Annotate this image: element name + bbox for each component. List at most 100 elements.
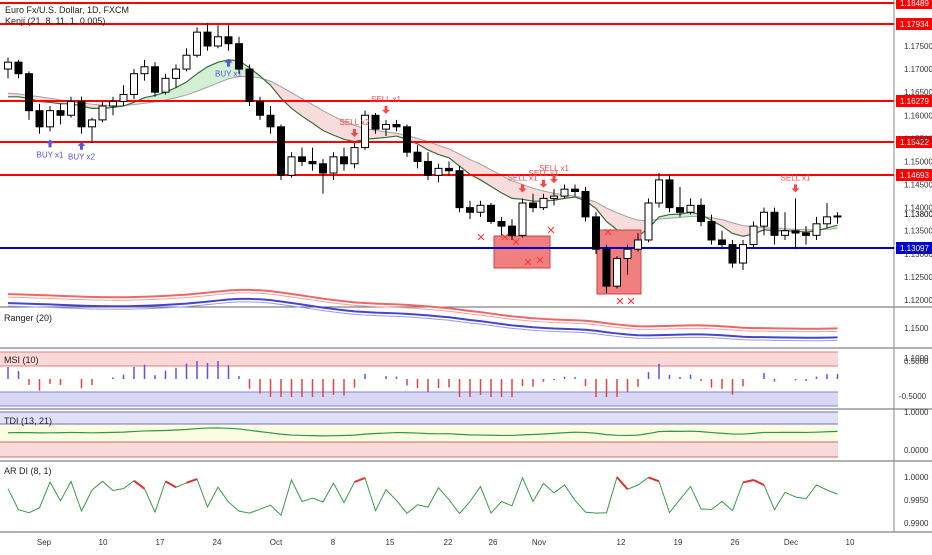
candle-body[interactable] xyxy=(445,167,453,172)
candle-body[interactable] xyxy=(823,216,831,225)
candle-body[interactable] xyxy=(277,126,285,176)
candle-body[interactable] xyxy=(25,73,33,112)
candle-body[interactable] xyxy=(539,197,548,209)
candle-body[interactable] xyxy=(676,207,684,213)
candle-body[interactable] xyxy=(287,156,296,176)
candle-body[interactable] xyxy=(718,239,726,246)
candle-body[interactable] xyxy=(308,160,317,165)
candle-body[interactable] xyxy=(487,204,495,222)
time-axis[interactable]: Sep 10 17 24 Oct 8 15 22 26 Nov 12 19 26 Dec 10 xyxy=(37,538,855,547)
candles[interactable] xyxy=(4,22,842,294)
ardi-tick: 0.9950 xyxy=(904,496,929,505)
candle-body[interactable] xyxy=(266,114,275,128)
candle-body[interactable] xyxy=(728,244,737,264)
candle-body[interactable] xyxy=(739,244,747,264)
candle-body[interactable] xyxy=(67,100,75,116)
candle-body[interactable] xyxy=(130,73,138,95)
candle-body[interactable] xyxy=(466,207,474,213)
candle-body[interactable] xyxy=(329,156,338,174)
candle-body[interactable] xyxy=(571,188,579,192)
candle-body[interactable] xyxy=(203,31,212,47)
tdi-signal-line xyxy=(7,427,838,437)
candle-body[interactable] xyxy=(98,105,107,121)
price-axis[interactable]: 1.17500 1.17000 1.16500 1.16000 1.15500 1.150… xyxy=(904,42,932,305)
candle-body[interactable] xyxy=(665,179,674,209)
tdi-pane[interactable]: TDI (13, 21) 1.0000 0.0000 xyxy=(0,408,929,458)
candle-body[interactable] xyxy=(760,211,768,227)
candle-body[interactable] xyxy=(833,215,842,218)
candle-body[interactable] xyxy=(455,170,464,209)
horizontal-levels[interactable]: 1.18489 1.17934 1.16279 1.15422 1.14693 1.130… xyxy=(0,0,932,254)
sell-signal-label: SELL x1 xyxy=(529,169,559,178)
candle-body[interactable] xyxy=(424,160,432,176)
candle-body[interactable] xyxy=(655,179,663,204)
candle-body[interactable] xyxy=(634,239,642,250)
candle-body[interactable] xyxy=(476,204,485,213)
candle-body[interactable] xyxy=(434,167,443,176)
time-axis-label: 24 xyxy=(213,538,222,547)
candle-body[interactable] xyxy=(256,100,264,116)
candle-body[interactable] xyxy=(350,147,359,165)
candle-body[interactable] xyxy=(172,68,180,79)
candle-body[interactable] xyxy=(88,119,96,128)
candle-body[interactable] xyxy=(518,202,527,236)
candle-body[interactable] xyxy=(35,110,44,128)
candle-body[interactable] xyxy=(623,248,632,259)
candle-body[interactable] xyxy=(613,257,621,287)
x-marker: ✕ xyxy=(615,296,624,308)
candle-body[interactable] xyxy=(413,151,422,162)
candle-body[interactable] xyxy=(697,204,705,222)
candle-body[interactable] xyxy=(403,126,411,153)
candle-body[interactable] xyxy=(802,232,810,236)
candle-body[interactable] xyxy=(392,124,401,128)
candle-body[interactable] xyxy=(224,36,233,45)
candle-body[interactable] xyxy=(77,100,86,128)
candle-body[interactable] xyxy=(812,223,821,236)
candle-body[interactable] xyxy=(529,202,537,209)
candle-body[interactable] xyxy=(319,163,327,174)
candle-body[interactable] xyxy=(46,110,54,128)
candle-body[interactable] xyxy=(497,220,506,227)
tdi-title: TDI (13, 21) xyxy=(4,416,52,426)
msi-pane[interactable]: MSI (10) 0.5000 -0.5000 xyxy=(0,351,929,407)
candle-body[interactable] xyxy=(508,225,516,236)
candle-body[interactable] xyxy=(371,114,380,130)
candle-body[interactable] xyxy=(382,124,390,130)
x-marker: ✕ xyxy=(546,225,555,237)
time-axis-label: 19 xyxy=(674,538,683,547)
candle-body[interactable] xyxy=(109,100,117,107)
candle-body[interactable] xyxy=(749,225,758,246)
candle-body[interactable] xyxy=(592,216,600,250)
candle-body[interactable] xyxy=(151,66,159,93)
candle-body[interactable] xyxy=(245,68,254,102)
candle-body[interactable] xyxy=(781,230,789,236)
candle-body[interactable] xyxy=(644,202,653,241)
candle-body[interactable] xyxy=(56,110,65,116)
candle-body[interactable] xyxy=(193,31,201,56)
ranger-pane[interactable]: Ranger (20) 1.1500 1.1000 xyxy=(4,288,929,363)
candle-body[interactable] xyxy=(14,61,23,75)
candle-body[interactable] xyxy=(791,230,800,234)
candle-body[interactable] xyxy=(560,188,569,197)
candle-body[interactable] xyxy=(770,211,779,236)
candle-body[interactable] xyxy=(4,61,12,70)
ardi-pane[interactable]: AR DI (8, 1) 1.0000 0.9950 0.9900 xyxy=(4,466,929,528)
candle-body[interactable] xyxy=(707,220,716,241)
candle-body[interactable] xyxy=(214,36,222,47)
candle-body[interactable] xyxy=(361,114,369,149)
candle-body[interactable] xyxy=(340,156,348,165)
candle-body[interactable] xyxy=(686,204,695,213)
candle-body[interactable] xyxy=(119,93,128,102)
candle-body[interactable] xyxy=(235,43,243,70)
price-tick-label: 1.12000 xyxy=(904,296,932,305)
candle-body[interactable] xyxy=(182,54,191,70)
candle-body[interactable] xyxy=(140,66,149,75)
candle-body[interactable] xyxy=(602,248,611,287)
candle-body[interactable] xyxy=(161,77,170,93)
candle-body[interactable] xyxy=(550,195,558,199)
candle-body[interactable] xyxy=(298,156,306,162)
candle-body[interactable] xyxy=(581,190,590,218)
time-axis-label: Sep xyxy=(37,538,52,547)
